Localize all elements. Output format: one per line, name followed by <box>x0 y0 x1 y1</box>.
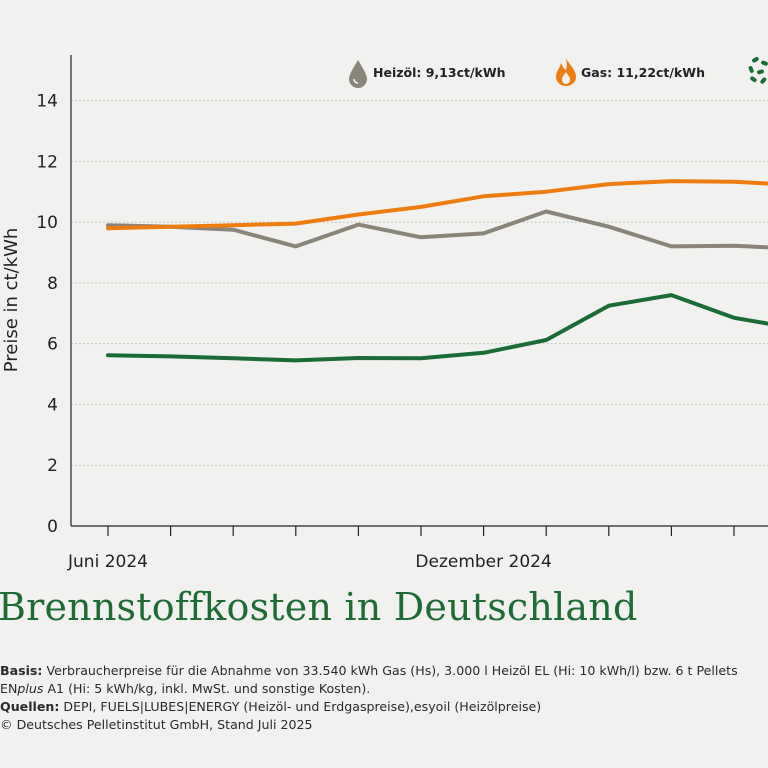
oil-drop-highlight <box>353 78 359 84</box>
y-tick-label-0: 0 <box>47 517 58 537</box>
series-pellets-line <box>106 293 768 363</box>
legend: Heizöl: 9,13ct/kWh Gas: 11,22ct/kWh <box>349 57 768 88</box>
price-chart: 0 2 4 6 8 10 12 14 Juni 2024 Dezember 2024 Preis… <box>1 55 768 572</box>
legend-heizoel: Heizöl: 9,13ct/kWh <box>349 60 506 88</box>
basis-text: Verbraucherpreise für die Abnahme von 33… <box>42 663 738 678</box>
gas-flame-inner <box>562 72 570 84</box>
copyright-line: © Deutsches Pelletinstitut GmbH, Stand J… <box>0 717 313 732</box>
enplus-text: A1 (Hi: 5 kWh/kg, inkl. MwSt. und sonsti… <box>43 681 371 696</box>
series-heizoel-line <box>106 209 768 250</box>
basis-line-2: ENplus A1 (Hi: 5 kWh/kg, inkl. MwSt. und… <box>0 680 768 698</box>
series-gas-line <box>106 179 768 231</box>
y-tick-label-6: 6 <box>47 335 58 355</box>
enplus-italic: plus <box>17 681 44 696</box>
chart-title: Brennstoffkosten in Deutschland <box>0 585 638 629</box>
legend-gas-label: Gas: 11,22ct/kWh <box>581 65 705 80</box>
y-tick-label-10: 10 <box>36 213 58 233</box>
quellen-line: Quellen: DEPI, FUELS|LUBES|ENERGY (Heizö… <box>0 698 768 716</box>
y-axis-title: Preise in ct/kWh <box>1 228 22 373</box>
axes <box>70 55 768 527</box>
quellen-label: Quellen: <box>0 699 60 714</box>
legend-heizoel-label: Heizöl: 9,13ct/kWh <box>373 65 506 80</box>
y-tick-label-4: 4 <box>47 395 58 415</box>
y-axis-ticks: 0 2 4 6 8 10 12 14 <box>36 92 58 537</box>
basis-line: Basis: Verbraucherpreise für die Abnahme… <box>0 662 768 680</box>
x-axis-ticks: Juni 2024 Dezember 2024 <box>67 526 735 572</box>
legend-pellets <box>748 57 768 84</box>
y-tick-label-8: 8 <box>47 274 58 294</box>
oil-drop-icon <box>349 60 367 88</box>
quellen-text: DEPI, FUELS|LUBES|ENERGY (Heizöl- und Er… <box>59 699 542 714</box>
x-tick-label-6: Dezember 2024 <box>415 552 551 572</box>
y-tick-label-14: 14 <box>36 92 58 112</box>
legend-gas: Gas: 11,22ct/kWh <box>556 58 705 86</box>
y-tick-label-12: 12 <box>36 152 58 172</box>
enplus-prefix: EN <box>0 681 18 696</box>
basis-label: Basis: <box>0 663 43 678</box>
pellet-icon <box>748 57 768 84</box>
x-tick-label-0: Juni 2024 <box>67 552 148 572</box>
grid-lines <box>71 100 768 466</box>
series-lines <box>106 179 768 363</box>
footnotes: Basis: Verbraucherpreise für die Abnahme… <box>0 662 768 734</box>
y-tick-label-2: 2 <box>47 456 58 476</box>
